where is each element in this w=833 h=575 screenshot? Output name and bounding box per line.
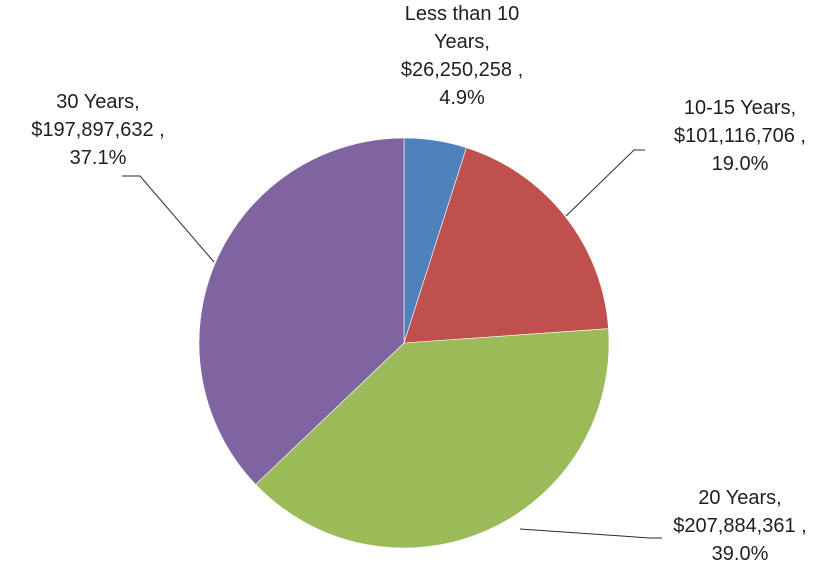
data-label-line: Less than 10 [405, 3, 520, 25]
data-label-line: 39.0% [712, 543, 769, 565]
data-label-line: 20 Years, [698, 487, 781, 509]
slice-30-years [198, 137, 405, 485]
slices-layer [198, 137, 610, 549]
data-label-line: 37.1% [70, 147, 127, 169]
data-label-10-15-years: 10-15 Years, $101,116,706 , 19.0% [674, 97, 806, 175]
data-label-line: 19.0% [712, 153, 769, 175]
data-label-line: 10-15 Years, [684, 97, 796, 119]
data-label-less-than-10-years: Less than 10 Years, $26,250,258 , 4.9% [401, 3, 523, 109]
data-label-line: 30 Years, [56, 91, 139, 113]
data-label-line: $26,250,258 , [401, 59, 523, 81]
data-label-30-years: 30 Years, $197,897,632 , 37.1% [31, 91, 164, 169]
data-label-line: 4.9% [439, 87, 485, 109]
data-label-line: $197,897,632 , [31, 119, 164, 141]
leader-line-10-15-years [565, 149, 645, 217]
labels-layer: Less than 10 Years, $26,250,258 , 4.9% 10-15… [31, 3, 806, 565]
data-label-line: Years, [434, 31, 490, 53]
data-label-line: $101,116,706 , [674, 125, 806, 147]
leader-line-20-years [519, 528, 662, 539]
data-label-line: $207,884,361 , [673, 515, 806, 537]
leader-lines-layer [122, 149, 662, 539]
slice-20-years [255, 328, 610, 549]
data-label-20-years: 20 Years, $207,884,361 , 39.0% [673, 487, 806, 565]
leader-line-30-years [122, 175, 215, 263]
slice-10-15-years [403, 147, 609, 344]
